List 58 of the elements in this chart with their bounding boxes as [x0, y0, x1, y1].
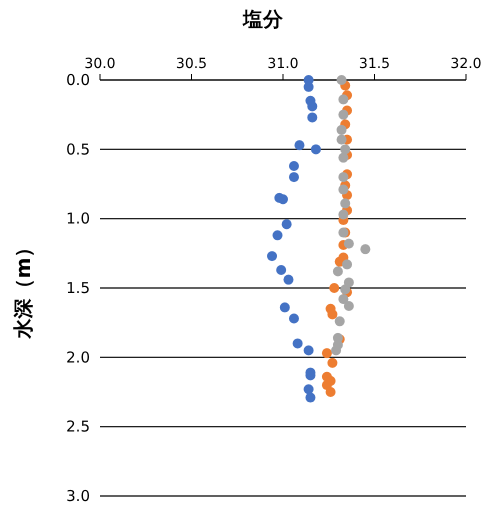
y-tick-label: 2.5: [66, 418, 90, 436]
point: [344, 238, 354, 249]
point: [329, 283, 340, 293]
point: [331, 345, 342, 356]
point: [338, 184, 348, 195]
y-tick-label: 0.5: [66, 140, 90, 158]
point: [338, 110, 348, 120]
point: [360, 244, 370, 254]
point: [272, 230, 283, 240]
point: [310, 144, 321, 154]
x-tick-label: 31.0: [267, 56, 299, 72]
point: [276, 264, 286, 275]
y-axis-title: 水深（m）: [11, 238, 35, 340]
point: [336, 134, 347, 145]
point: [283, 274, 294, 285]
point: [332, 266, 343, 276]
x-tick-label: 30.5: [176, 56, 208, 72]
point: [334, 316, 345, 326]
x-tick-label: 30.0: [84, 56, 116, 72]
y-tick-label: 0.0: [66, 71, 90, 89]
point: [338, 210, 348, 220]
y-tick-label: 1.5: [66, 279, 90, 297]
point: [288, 160, 299, 171]
point: [338, 172, 348, 182]
x-tick-label: 32.0: [450, 56, 482, 72]
point: [344, 301, 354, 312]
point: [280, 302, 290, 312]
point: [342, 259, 352, 270]
point: [338, 294, 348, 304]
point: [282, 219, 292, 230]
point: [305, 392, 316, 403]
x-axis-title: 塩分: [242, 7, 284, 31]
point: [338, 94, 348, 104]
x-tick-label: 31.5: [358, 56, 390, 72]
point: [327, 358, 338, 368]
point: [340, 198, 350, 208]
point: [340, 284, 350, 294]
point: [327, 309, 338, 320]
y-tick-label: 3.0: [66, 487, 90, 505]
point: [294, 140, 304, 150]
y-tick-label: 1.0: [66, 210, 90, 228]
point: [288, 172, 299, 182]
point: [322, 348, 332, 358]
point: [336, 75, 347, 85]
point: [307, 101, 318, 112]
point: [336, 124, 347, 135]
point: [288, 314, 299, 324]
point: [307, 112, 318, 122]
point: [267, 251, 278, 262]
point: [338, 152, 348, 163]
y-tick-label: 2.0: [66, 348, 90, 366]
point: [292, 338, 303, 348]
point: [340, 144, 350, 154]
point: [326, 387, 336, 397]
point: [304, 384, 314, 394]
point: [304, 345, 314, 356]
point: [278, 194, 288, 204]
point: [304, 82, 314, 92]
